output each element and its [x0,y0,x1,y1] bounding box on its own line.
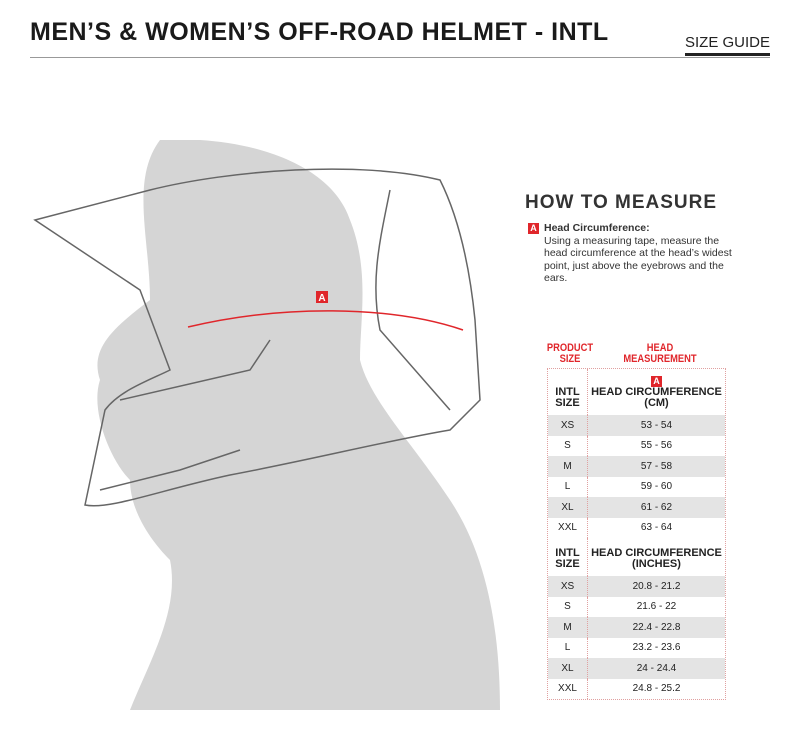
table-row: XXL 63 - 64 [548,517,725,538]
table-row: L 23.2 - 23.6 [548,637,725,658]
table-row: S 55 - 56 [548,435,725,456]
size-cell: XS [548,415,588,436]
marker-a: A [318,293,325,304]
how-to-measure-heading: HOW TO MEASURE [525,192,718,213]
measurement-cell: 23.2 - 23.6 [632,642,681,654]
table-row: XXL 24.8 - 25.2 [548,678,725,699]
size-cell: XXL [548,678,588,699]
size-cell: XS [548,576,588,597]
page-title: MEN’S & WOMEN’S OFF-ROAD HELMET - INTL [30,18,609,46]
instruction-text: Using a measuring tape, measure the head… [544,234,732,285]
measure-label: HEAD CIRCUMFERENCE [591,547,722,559]
size-table: INTL SIZE A HEAD CIRCUMFERENCE (CM) XS 53 - 5… [547,368,726,700]
measurement-cell: 22.4 - 22.8 [632,621,681,633]
table-row: XL 61 - 62 [548,497,725,518]
table-row: XL 24 - 24.4 [548,658,725,679]
table-row: L 59 - 60 [548,476,725,497]
measurement-cell: 57 - 58 [640,460,673,472]
size-guide-link[interactable]: SIZE GUIDE [684,34,770,56]
size-label: INTL SIZE [548,369,588,415]
size-cell: XXL [548,517,588,538]
table-row: XS 53 - 54 [548,415,725,436]
table-row: M 22.4 - 22.8 [548,617,725,638]
instruction-a: A Head Circumference: Using a measuring t… [528,222,744,285]
size-cell: XL [548,497,588,518]
helmet-illustration: A [33,140,500,710]
table-row: XS 20.8 - 21.2 [548,576,725,597]
instruction-label: Head Circumference: [544,222,650,234]
col-head-measurement: HEAD MEASUREMENT [623,342,697,365]
measurement-cell: 61 - 62 [640,501,673,513]
measure-label: HEAD CIRCUMFERENCE [591,386,722,398]
size-cell: L [548,637,588,658]
unit-label: (INCHES) [632,558,681,570]
measurement-cell: 59 - 60 [640,481,673,493]
size-cell: S [548,596,588,617]
measurement-cell: 20.8 - 21.2 [632,580,681,592]
size-cell: S [548,435,588,456]
measurement-cell: 55 - 56 [640,440,673,452]
divider [30,57,770,58]
size-cell: M [548,456,588,477]
measurement-cell: 24.8 - 25.2 [632,683,681,695]
size-cell: L [548,476,588,497]
measurement-cell: 63 - 64 [640,522,673,534]
measurement-cell: 21.6 - 22 [636,601,677,613]
table-section-header: INTL SIZE A HEAD CIRCUMFERENCE (CM) [548,369,725,415]
unit-label: (CM) [644,397,669,409]
marker-a-badge: A [651,376,662,387]
size-cell: M [548,617,588,638]
measurement-cell: 24 - 24.4 [636,662,677,674]
marker-a-badge: A [528,223,539,234]
col-product-size: PRODUCT SIZE [546,342,594,365]
table-section-header: INTL SIZE HEAD CIRCUMFERENCE (INCHES) [548,538,725,576]
size-cell: XL [548,658,588,679]
size-label: INTL SIZE [548,538,588,576]
table-row: S 21.6 - 22 [548,596,725,617]
measurement-cell: 53 - 54 [640,419,673,431]
table-row: M 57 - 58 [548,456,725,477]
head-silhouette [97,140,500,710]
